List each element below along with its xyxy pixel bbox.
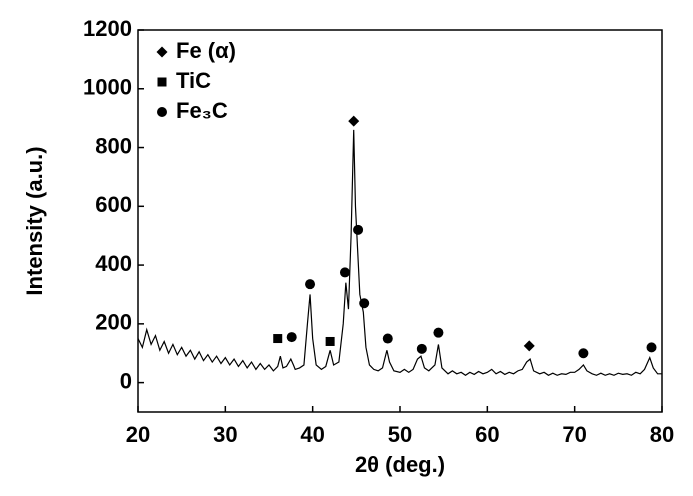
y-tick-label: 800: [95, 133, 132, 158]
y-tick-label: 200: [95, 310, 132, 335]
y-tick-label: 1200: [83, 16, 132, 41]
peak-marker: [433, 327, 444, 338]
peak-marker: [359, 298, 370, 309]
peak-marker: [273, 334, 283, 344]
peak-marker: [325, 336, 335, 346]
x-tick-label: 60: [475, 422, 499, 447]
peak-marker: [286, 332, 297, 343]
peak-marker: [646, 342, 657, 353]
legend-label: Fe₃C: [176, 98, 228, 123]
peak-marker: [523, 340, 535, 352]
y-tick-label: 400: [95, 251, 132, 276]
x-tick-label: 40: [300, 422, 324, 447]
x-tick-label: 80: [650, 422, 674, 447]
x-axis-label: 2θ (deg.): [355, 452, 445, 477]
y-tick-label: 1000: [83, 75, 132, 100]
x-tick-label: 30: [213, 422, 237, 447]
peak-marker: [348, 115, 360, 127]
x-tick-label: 70: [562, 422, 586, 447]
xrd-line: [137, 129, 662, 376]
peak-marker: [578, 348, 589, 359]
peak-marker: [339, 267, 350, 278]
legend-marker: [157, 77, 167, 87]
y-axis-label: Intensity (a.u.): [22, 146, 47, 295]
legend-marker: [157, 107, 167, 117]
peak-marker: [416, 343, 427, 354]
y-tick-label: 0: [120, 368, 132, 393]
y-tick-label: 600: [95, 192, 132, 217]
peak-marker: [353, 224, 364, 235]
legend-label: Fe (α): [176, 38, 236, 63]
x-tick-label: 50: [388, 422, 412, 447]
peak-marker: [305, 279, 316, 290]
legend-marker: [156, 46, 168, 58]
legend-label: TiC: [176, 68, 211, 93]
x-tick-label: 20: [126, 422, 150, 447]
peak-marker: [382, 333, 393, 344]
